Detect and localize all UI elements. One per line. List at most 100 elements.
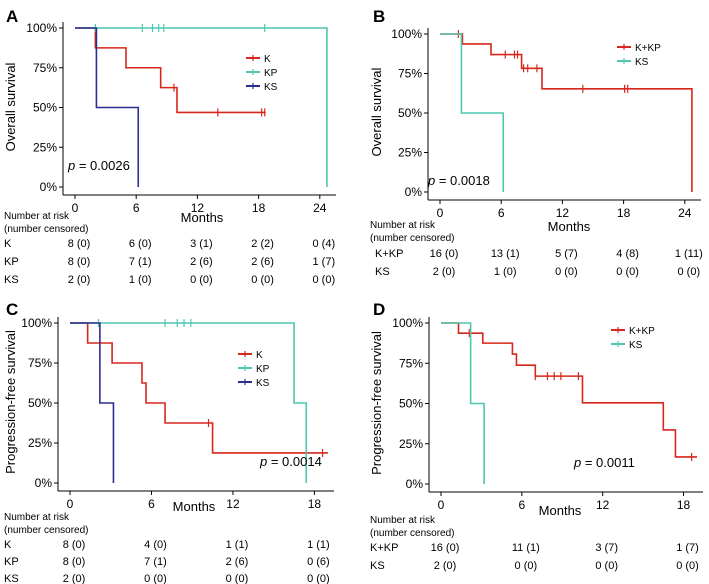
risk-table-subtitle: (number censored) — [370, 528, 454, 539]
risk-row-group: K — [4, 539, 12, 551]
x-tick-label: 18 — [252, 201, 266, 215]
risk-cell: 0 (0) — [307, 573, 330, 584]
y-tick-label: 25% — [398, 146, 422, 160]
p-value: p = 0.0018 — [427, 173, 490, 188]
risk-row-group: KS — [375, 266, 390, 278]
risk-cell: 0 (0) — [515, 560, 538, 572]
km-curve-ks — [75, 27, 140, 187]
chart-panel-d: D 0% 25% 50% 75% 100% 0 6 12 18 Months Progression-… — [369, 300, 703, 572]
y-tick-label: 0% — [40, 180, 58, 194]
risk-row-group: K+KP — [375, 248, 403, 260]
risk-cell: 3 (7) — [595, 542, 618, 554]
risk-cell: 0 (0) — [595, 560, 618, 572]
legend-label: KP — [256, 364, 270, 375]
risk-cell: 1 (11) — [675, 248, 703, 260]
x-axis-title: Months — [173, 499, 216, 514]
y-tick-label: 75% — [33, 61, 57, 75]
risk-table-title: Number at risk — [370, 515, 436, 526]
legend-label: KS — [264, 82, 278, 93]
y-tick-label: 75% — [28, 356, 52, 370]
risk-cell: 2 (0) — [434, 560, 457, 572]
risk-table-title: Number at risk — [4, 512, 70, 523]
km-curve-kpluskp — [440, 33, 693, 192]
risk-cell: 4 (8) — [616, 248, 639, 260]
x-tick-label: 0 — [72, 201, 79, 215]
y-tick-label: 50% — [28, 396, 52, 410]
x-tick-label: 6 — [133, 201, 140, 215]
risk-row-group: KS — [370, 560, 385, 572]
y-axis-title: Progression-free survival — [369, 331, 384, 475]
risk-table-title: Number at risk — [4, 211, 70, 222]
p-value-symbol: p — [573, 455, 581, 470]
risk-cell: 8 (0) — [68, 256, 91, 268]
risk-cell: 0 (0) — [190, 274, 213, 286]
risk-table-title: Number at risk — [370, 220, 436, 231]
risk-cell: 2 (6) — [190, 256, 213, 268]
x-tick-label: 18 — [677, 498, 691, 512]
panel-letter-d: D — [373, 300, 385, 319]
x-tick-label: 6 — [498, 206, 505, 220]
chart-panel-b: B 0% 25% 50% 75% 100% 0 6 12 18 24 Months Overall su… — [369, 7, 703, 278]
risk-cell: 1 (7) — [676, 542, 699, 554]
legend-label: K — [256, 350, 263, 361]
legend-label: K+KP — [635, 43, 661, 54]
risk-cell: 0 (0) — [555, 266, 578, 278]
risk-cell: 8 (0) — [68, 238, 91, 250]
risk-row-group: KS — [4, 573, 19, 584]
y-tick-label: 25% — [399, 437, 423, 451]
chart-panel-c: C 0% 25% 50% 75% 100% 0 6 12 18 Months Progression-… — [3, 300, 334, 584]
risk-cell: 8 (0) — [63, 556, 86, 568]
legend-label: K+KP — [629, 326, 655, 337]
risk-cell: 0 (0) — [676, 560, 699, 572]
y-tick-label: 0% — [405, 185, 423, 199]
y-tick-label: 100% — [21, 316, 52, 330]
risk-cell: 11 (1) — [512, 542, 540, 554]
risk-cell: 0 (0) — [677, 266, 700, 278]
km-curve-kpluskp — [441, 322, 697, 458]
risk-row-group: KS — [4, 274, 19, 286]
risk-cell: 3 (1) — [190, 238, 213, 250]
x-tick-label: 18 — [617, 206, 631, 220]
x-axis-title: Months — [539, 503, 582, 518]
y-tick-label: 75% — [399, 356, 423, 370]
x-tick-label: 6 — [518, 498, 525, 512]
risk-cell: 2 (0) — [63, 573, 86, 584]
y-tick-label: 100% — [391, 27, 422, 41]
km-curve-ks — [441, 322, 485, 484]
y-axis-title: Progression-free survival — [3, 330, 18, 474]
risk-cell: 1 (0) — [129, 274, 152, 286]
risk-cell: 6 (0) — [129, 238, 152, 250]
p-value-symbol: p — [259, 454, 267, 469]
legend-label: KS — [629, 340, 643, 351]
y-tick-label: 50% — [33, 101, 57, 115]
p-value-text: = 0.0011 — [581, 455, 635, 470]
risk-row-group: KP — [4, 256, 19, 268]
panel-letter-a: A — [6, 7, 18, 26]
risk-cell: 7 (1) — [129, 256, 152, 268]
km-curve-ks — [70, 322, 115, 483]
y-tick-label: 100% — [26, 21, 57, 35]
x-axis-title: Months — [548, 219, 591, 234]
y-axis-title: Overall survival — [369, 67, 384, 156]
x-tick-label: 24 — [678, 206, 692, 220]
risk-cell: 2 (6) — [226, 556, 249, 568]
risk-cell: 7 (1) — [144, 556, 167, 568]
risk-table-subtitle: (number censored) — [370, 233, 454, 244]
risk-cell: 1 (1) — [307, 539, 330, 551]
y-tick-label: 100% — [392, 316, 423, 330]
legend-label: KP — [264, 68, 278, 79]
risk-cell: 0 (6) — [307, 556, 330, 568]
p-value: p = 0.0026 — [67, 158, 130, 173]
p-value: p = 0.0014 — [259, 454, 322, 469]
x-tick-label: 12 — [191, 201, 205, 215]
y-tick-label: 0% — [35, 476, 53, 490]
risk-cell: 4 (0) — [144, 539, 167, 551]
x-tick-label: 12 — [596, 498, 610, 512]
x-tick-label: 6 — [148, 497, 155, 511]
km-curve-kp — [70, 322, 308, 483]
km-curve-k — [75, 27, 266, 114]
risk-cell: 1 (0) — [494, 266, 517, 278]
legend-label: KS — [635, 57, 649, 68]
y-tick-label: 50% — [399, 397, 423, 411]
p-value-text: = 0.0014 — [267, 454, 322, 469]
